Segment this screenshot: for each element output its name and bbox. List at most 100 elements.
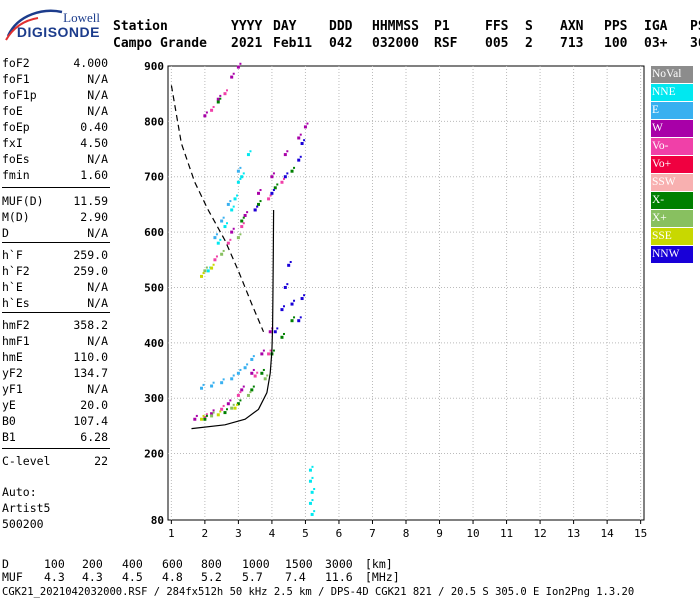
echo-point: [290, 169, 294, 173]
param-value: N/A: [87, 72, 108, 86]
echo-point: [223, 411, 227, 415]
echo-point: [240, 219, 244, 223]
echo-point: [286, 283, 289, 286]
echo-point: [276, 183, 279, 186]
param-value: 2.90: [80, 210, 108, 224]
param-key: D: [2, 226, 9, 240]
echo-point: [216, 413, 220, 417]
echo-point: [230, 230, 234, 234]
echo-point: [202, 414, 205, 417]
echo-point: [212, 411, 215, 414]
echo-point: [310, 512, 314, 516]
header-value-5: RSF: [434, 36, 458, 51]
echo-point: [246, 211, 249, 214]
header-label-6: FFS: [485, 19, 509, 34]
header-value-3: 042: [329, 36, 353, 51]
param-yf2: yF2 134.7: [2, 366, 108, 382]
param-value: 1.60: [80, 168, 108, 182]
header-label-4: HHMMSS: [372, 19, 419, 34]
echo-point: [252, 385, 255, 388]
auto-version: 500200: [2, 517, 44, 531]
echo-point: [286, 172, 289, 175]
param-key: h`F: [2, 248, 23, 262]
auto-label: Auto:: [2, 485, 37, 499]
echo-point: [311, 465, 314, 468]
legend-item-vo: Vo+: [651, 155, 693, 174]
echo-point: [256, 371, 259, 374]
param-key: foF1p: [2, 88, 37, 102]
param-value: 22: [94, 454, 108, 468]
echo-point: [290, 302, 294, 306]
echo-point: [280, 180, 284, 184]
echo-point: [280, 335, 284, 339]
digisonde-logo: Lowell DIGISONDE: [4, 4, 104, 44]
echo-point: [203, 417, 207, 421]
echo-point: [213, 258, 217, 262]
echo-point: [236, 403, 239, 406]
echo-point: [243, 366, 247, 370]
header-value-4: 032000: [372, 36, 419, 51]
param-value: N/A: [87, 296, 108, 310]
x-tick-label: 4: [269, 527, 276, 540]
echo-point: [250, 388, 254, 392]
y-tick-label: 900: [144, 60, 164, 73]
legend-item-vo: Vo-: [651, 137, 693, 156]
param-value: N/A: [87, 334, 108, 348]
echo-point: [222, 404, 225, 407]
echo-point: [297, 158, 301, 162]
echo-point: [282, 332, 285, 335]
echo-point: [240, 175, 244, 179]
echo-point: [216, 97, 220, 101]
echo-point: [210, 384, 214, 388]
echo-point: [297, 136, 301, 140]
echo-point: [250, 371, 254, 375]
legend-item-sse: SSE: [651, 227, 693, 246]
echo-point: [226, 241, 230, 245]
echo-point: [212, 263, 215, 266]
param-key: C-level: [2, 454, 51, 468]
echo-point: [210, 108, 214, 112]
param-value: 4.50: [80, 136, 108, 150]
param-d: D N/A: [2, 226, 108, 242]
y-tick-label: 700: [144, 171, 164, 184]
muf-value: 4.3: [44, 570, 65, 584]
echo-point: [249, 391, 252, 394]
muf-value: 4.3: [82, 570, 103, 584]
echo-point: [212, 409, 215, 412]
echo-point: [219, 94, 222, 97]
param-value: 20.0: [80, 398, 108, 412]
echo-point: [212, 381, 215, 384]
echo-point: [311, 476, 314, 479]
echo-point: [230, 208, 234, 212]
echo-point: [299, 133, 302, 136]
echo-point: [239, 399, 242, 402]
echo-point: [236, 402, 240, 406]
muf-value: 5.2: [201, 570, 222, 584]
x-tick-label: 3: [235, 527, 242, 540]
param-key: hmF1: [2, 334, 30, 348]
muf-value: 4.8: [162, 570, 183, 584]
echo-point: [205, 266, 208, 269]
echo-point: [250, 357, 254, 361]
echo-point: [205, 413, 208, 416]
echo-point: [229, 399, 232, 402]
header-value-6: 005: [485, 36, 509, 51]
echo-point: [242, 172, 245, 175]
echo-point: [243, 213, 247, 217]
header-value-11: 36: [690, 36, 700, 51]
echo-point: [239, 166, 242, 169]
param-key: h`E: [2, 280, 23, 294]
muf-label: MUF: [2, 570, 23, 584]
distance-value: 800: [201, 557, 222, 571]
param-key: foE: [2, 104, 23, 118]
echo-point: [308, 501, 312, 505]
y-tick-label: 200: [144, 448, 164, 461]
param-mufd: MUF(D) 11.59: [2, 194, 108, 210]
echo-point: [239, 391, 242, 394]
param-value: N/A: [87, 88, 108, 102]
param-fxi: fxI 4.50: [2, 136, 108, 152]
param-b0: B0 107.4: [2, 414, 108, 430]
echo-point: [213, 236, 217, 240]
param-divider: [2, 187, 110, 188]
param-hmf1: hmF1 N/A: [2, 334, 108, 350]
